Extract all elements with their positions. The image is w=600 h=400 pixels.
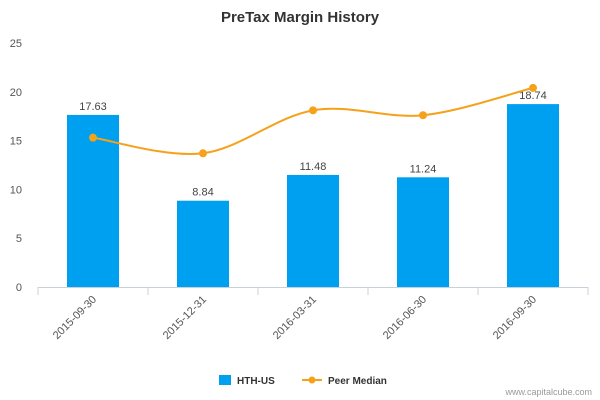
- bar: [177, 200, 229, 287]
- peer-median-point: [529, 83, 537, 92]
- credit-text: www.capitalcube.com: [504, 387, 592, 397]
- peer-median-point: [199, 149, 207, 158]
- chart-title: PreTax Margin History: [221, 9, 380, 26]
- bar-data-label: 8.84: [192, 187, 213, 199]
- bar-data-label: 11.48: [300, 161, 327, 173]
- x-tick-label: 2016-09-30: [491, 294, 539, 342]
- peer-median-line: [92, 86, 534, 156]
- x-tick-label: 2016-03-31: [271, 294, 319, 342]
- peer-median-point: [419, 111, 427, 120]
- bar-data-label: 11.24: [410, 163, 437, 175]
- bar-data-label: 17.63: [79, 101, 107, 113]
- x-tick-label: 2015-09-30: [51, 294, 99, 342]
- legend-swatch-hth-us: [219, 375, 231, 385]
- legend-label-peer-median: Peer Median: [328, 376, 387, 387]
- y-tick-label: 20: [10, 87, 22, 99]
- y-tick-label: 0: [16, 282, 22, 294]
- y-tick-label: 25: [10, 38, 22, 50]
- peer-median-series: [89, 83, 537, 158]
- bar-data-label: 18.74: [519, 90, 547, 102]
- bar-data-labels: 17.63 8.84 11.48 11.24 18.74: [79, 90, 547, 199]
- bar: [287, 174, 339, 287]
- legend-swatch-peer-median-marker: [308, 376, 316, 384]
- x-axis: 2015-09-30 2015-12-31 2016-03-31 2016-06-30…: [37, 287, 589, 342]
- bar-series: [67, 104, 559, 288]
- legend: HTH-US Peer Median: [219, 375, 387, 387]
- y-tick-label: 5: [16, 233, 22, 245]
- y-tick-label: 15: [10, 136, 22, 148]
- peer-median-point: [89, 133, 97, 142]
- bar: [67, 114, 119, 287]
- y-axis: 0 5 10 15 20 25: [10, 38, 22, 294]
- x-tick-label: 2016-06-30: [381, 294, 429, 342]
- y-tick-label: 10: [10, 184, 22, 196]
- x-tick-label: 2015-12-31: [161, 294, 209, 342]
- bar: [397, 177, 449, 287]
- peer-median-point: [309, 106, 317, 115]
- legend-label-hth-us: HTH-US: [237, 376, 275, 387]
- bar: [507, 104, 559, 288]
